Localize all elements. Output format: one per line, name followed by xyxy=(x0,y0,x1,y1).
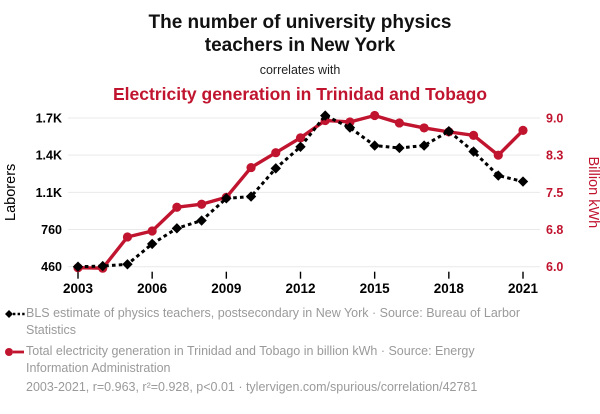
svg-text:2003: 2003 xyxy=(63,281,94,296)
svg-text:2012: 2012 xyxy=(285,281,315,296)
stats-footer: 2003-2021, r=0.963, r²=0.928, p<0.01 · t… xyxy=(26,380,478,394)
data-point-diamond xyxy=(97,260,108,272)
chart-area: 1.7K 1.4K 1.1K 760 460 9.0 8.3 7.5 6.8 6.0 2003 200… xyxy=(0,100,600,300)
data-point-circle xyxy=(172,202,182,212)
data-point-circle xyxy=(419,123,429,133)
right-axis-ticks: 9.0 8.3 7.5 6.8 6.0 xyxy=(546,112,563,275)
data-point-diamond xyxy=(221,193,232,204)
svg-text:7.5: 7.5 xyxy=(546,186,563,200)
data-point-diamond xyxy=(493,170,504,181)
data-point-circle xyxy=(394,118,404,128)
svg-text:2021: 2021 xyxy=(508,281,539,296)
solid-circle-legend-icon xyxy=(5,348,24,356)
svg-text:9.0: 9.0 xyxy=(546,112,563,126)
data-point-circle xyxy=(493,150,503,160)
left-axis-ticks: 1.7K 1.4K 1.1K 760 460 xyxy=(36,112,62,275)
data-point-circle xyxy=(468,130,479,140)
legend-item-teachers: BLS estimate of physics teachers, postse… xyxy=(26,306,521,337)
data-point-diamond xyxy=(171,223,183,234)
data-point-diamond xyxy=(394,142,405,154)
svg-text:2018: 2018 xyxy=(434,281,465,296)
data-point-circle xyxy=(246,162,256,173)
svg-text:2015: 2015 xyxy=(360,281,391,296)
data-point-circle xyxy=(295,133,306,143)
data-point-diamond xyxy=(468,146,479,157)
data-point-diamond xyxy=(295,141,306,152)
chart-title-bottom: Electricity generation in Trinidad and T… xyxy=(112,84,488,105)
data-point-diamond xyxy=(72,261,84,272)
correlates-with-label: correlates with xyxy=(259,63,341,78)
svg-text:1.7K: 1.7K xyxy=(36,112,62,126)
data-point-diamond xyxy=(245,191,257,202)
data-point-diamond xyxy=(344,122,356,133)
svg-text:760: 760 xyxy=(41,223,62,237)
data-point-diamond xyxy=(443,125,455,137)
data-point-diamond xyxy=(196,215,207,226)
svg-text:460: 460 xyxy=(41,260,62,274)
svg-text:6.0: 6.0 xyxy=(546,260,563,274)
data-point-diamond xyxy=(517,176,529,187)
dashed-diamond-legend-icon xyxy=(5,310,25,318)
data-point-diamond xyxy=(146,238,158,250)
data-point-circle xyxy=(122,232,133,242)
data-point-circle xyxy=(271,148,281,158)
data-point-diamond xyxy=(122,259,133,270)
chart-title-top: The number of university physics teacher… xyxy=(148,12,452,57)
svg-text:1.4K: 1.4K xyxy=(36,149,62,163)
data-point-circle xyxy=(147,226,157,236)
svg-text:1.1K: 1.1K xyxy=(36,186,62,200)
data-point-diamond xyxy=(369,140,380,151)
right-axis-title: Billion kWh xyxy=(585,156,600,228)
svg-text:2006: 2006 xyxy=(137,281,168,296)
data-point-circle xyxy=(370,110,380,121)
left-axis-title: Laborers xyxy=(3,164,19,221)
data-point-circle xyxy=(518,125,528,135)
data-point-circle xyxy=(197,199,207,209)
legend-item-electricity: Total electricity generation in Trinidad… xyxy=(26,344,475,375)
svg-text:2009: 2009 xyxy=(211,281,241,296)
svg-text:6.8: 6.8 xyxy=(546,223,563,237)
grid-lines xyxy=(68,117,540,268)
svg-text:8.3: 8.3 xyxy=(546,149,563,163)
data-point-diamond xyxy=(270,163,281,174)
x-axis-ticks: 2003 2006 2009 2012 2015 2018 2021 xyxy=(63,271,539,296)
data-point-circle xyxy=(345,117,355,127)
